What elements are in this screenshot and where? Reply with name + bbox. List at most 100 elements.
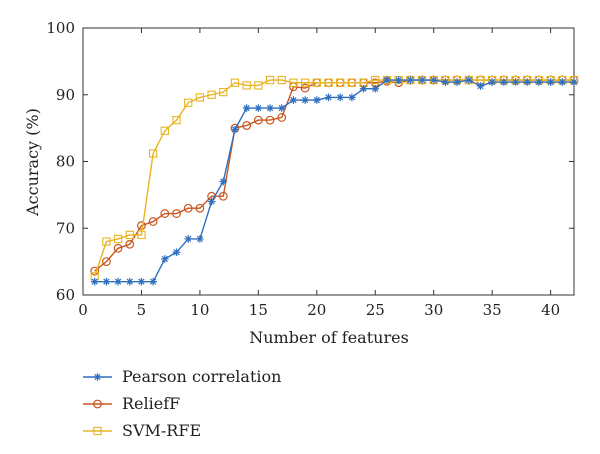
data-point bbox=[195, 203, 205, 213]
y-tick-label: 100 bbox=[46, 19, 75, 37]
data-point bbox=[453, 78, 461, 86]
plot-area bbox=[82, 27, 575, 296]
data-point bbox=[196, 235, 204, 243]
data-point bbox=[172, 115, 181, 125]
data-point bbox=[102, 277, 111, 286]
data-point bbox=[535, 78, 543, 86]
data-point bbox=[488, 78, 496, 86]
series-pearson-correlation bbox=[90, 76, 578, 286]
data-point bbox=[277, 75, 286, 85]
x-tick-label: 5 bbox=[137, 301, 147, 319]
data-point bbox=[266, 104, 274, 112]
data-point bbox=[348, 93, 356, 102]
y-axis-title: Accuracy (%) bbox=[23, 108, 42, 217]
y-tick-label: 80 bbox=[56, 153, 75, 171]
data-point bbox=[476, 82, 485, 90]
y-axis-ticks: 60 70 80 90 100 bbox=[46, 19, 574, 304]
data-point bbox=[113, 234, 123, 244]
data-point bbox=[172, 209, 181, 218]
data-point bbox=[336, 93, 344, 102]
data-point bbox=[289, 78, 298, 87]
data-point bbox=[289, 96, 298, 104]
data-point bbox=[160, 209, 170, 218]
y-tick-label: 60 bbox=[56, 286, 75, 304]
data-point bbox=[254, 104, 263, 112]
data-point bbox=[160, 126, 169, 135]
data-point bbox=[90, 277, 99, 286]
data-point bbox=[137, 221, 146, 230]
data-point bbox=[511, 78, 520, 86]
data-point bbox=[324, 78, 333, 87]
data-point bbox=[418, 76, 426, 84]
x-tick-label: 30 bbox=[424, 301, 443, 319]
data-point bbox=[195, 93, 205, 102]
data-point bbox=[336, 78, 345, 87]
legend-entry: SVM-RFE bbox=[83, 421, 201, 440]
data-point bbox=[219, 87, 228, 97]
data-point bbox=[183, 203, 193, 213]
data-point bbox=[148, 149, 158, 158]
data-point bbox=[277, 113, 287, 122]
data-point bbox=[429, 76, 438, 84]
data-point bbox=[172, 248, 181, 257]
data-point bbox=[125, 230, 134, 240]
data-point bbox=[253, 115, 263, 125]
data-point bbox=[394, 76, 403, 84]
data-point bbox=[161, 255, 169, 263]
data-point bbox=[523, 78, 532, 86]
series-line bbox=[94, 79, 574, 283]
data-point bbox=[184, 235, 193, 243]
legend-label: SVM-RFE bbox=[122, 421, 201, 440]
y-tick-label: 90 bbox=[56, 86, 75, 104]
legend-marker bbox=[93, 399, 102, 409]
x-axis-title: Number of features bbox=[249, 328, 409, 347]
data-point bbox=[500, 78, 508, 86]
data-point bbox=[207, 90, 216, 99]
data-point bbox=[570, 78, 578, 86]
data-point bbox=[558, 78, 567, 86]
data-point bbox=[441, 78, 450, 86]
legend-entry: ReliefF bbox=[83, 394, 180, 413]
data-point bbox=[219, 177, 228, 186]
data-point bbox=[242, 121, 252, 130]
x-tick-label: 20 bbox=[307, 301, 326, 319]
series-line bbox=[94, 79, 574, 272]
series-relieff bbox=[90, 75, 579, 276]
data-point bbox=[101, 257, 111, 267]
plot-frame bbox=[82, 27, 575, 296]
x-tick-label: 35 bbox=[483, 301, 502, 319]
series-line bbox=[94, 79, 574, 277]
data-point bbox=[300, 78, 310, 87]
data-point bbox=[313, 96, 321, 104]
data-point bbox=[242, 81, 251, 90]
legend-marker bbox=[93, 426, 102, 436]
data-point bbox=[137, 277, 146, 286]
series-svm-rfe bbox=[90, 75, 579, 281]
data-point bbox=[359, 84, 368, 93]
data-point bbox=[242, 104, 251, 112]
data-point bbox=[383, 76, 391, 84]
data-point bbox=[265, 75, 275, 85]
x-tick-label: 25 bbox=[366, 301, 385, 319]
data-point bbox=[125, 277, 134, 286]
x-tick-label: 0 bbox=[78, 301, 88, 319]
data-point bbox=[406, 76, 415, 84]
data-point bbox=[125, 239, 135, 249]
x-tick-label: 10 bbox=[190, 301, 209, 319]
data-point bbox=[230, 78, 240, 87]
data-point bbox=[137, 230, 146, 240]
x-tick-label: 40 bbox=[541, 301, 560, 319]
data-point bbox=[149, 277, 157, 286]
data-point bbox=[464, 76, 473, 84]
data-point bbox=[218, 191, 228, 201]
data-point bbox=[102, 237, 111, 246]
data-point bbox=[231, 125, 239, 134]
legend-marker bbox=[93, 373, 102, 381]
data-point bbox=[347, 78, 357, 87]
data-point bbox=[546, 78, 555, 86]
x-tick-label: 15 bbox=[249, 301, 268, 319]
x-axis-ticks: 0 5 10 15 20 25 30 35 40 bbox=[78, 28, 560, 319]
data-point bbox=[148, 217, 158, 226]
data-point bbox=[265, 115, 275, 125]
